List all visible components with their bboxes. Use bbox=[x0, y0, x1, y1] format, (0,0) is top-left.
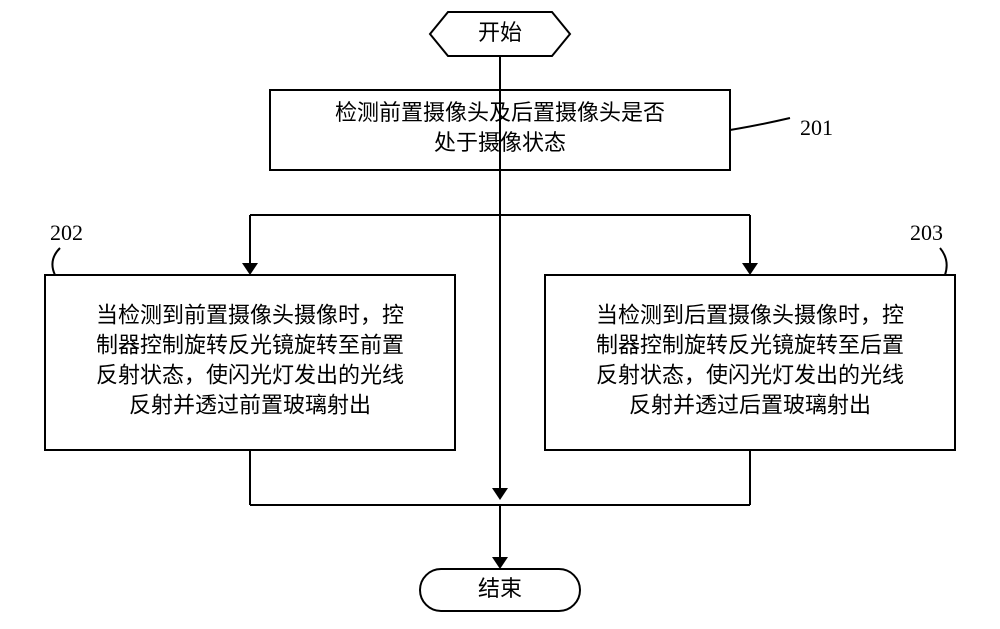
branch-front-ref: 202 bbox=[50, 220, 83, 245]
svg-text:制器控制旋转反光镜旋转至后置: 制器控制旋转反光镜旋转至后置 bbox=[596, 333, 904, 358]
svg-text:反射并透过后置玻璃射出: 反射并透过后置玻璃射出 bbox=[629, 393, 871, 418]
svg-text:开始: 开始 bbox=[478, 20, 522, 45]
branch-rear-ref: 203 bbox=[910, 220, 943, 245]
step-detect-ref: 201 bbox=[800, 115, 833, 140]
svg-text:反射状态，使闪光灯发出的光线: 反射状态，使闪光灯发出的光线 bbox=[596, 363, 904, 388]
svg-text:当检测到后置摄像头摄像时，控: 当检测到后置摄像头摄像时，控 bbox=[596, 303, 904, 328]
svg-text:反射并透过前置玻璃射出: 反射并透过前置玻璃射出 bbox=[129, 393, 371, 418]
svg-text:反射状态，使闪光灯发出的光线: 反射状态，使闪光灯发出的光线 bbox=[96, 363, 404, 388]
svg-text:当检测到前置摄像头摄像时，控: 当检测到前置摄像头摄像时，控 bbox=[96, 303, 404, 328]
svg-text:制器控制旋转反光镜旋转至前置: 制器控制旋转反光镜旋转至前置 bbox=[96, 333, 404, 358]
svg-text:结束: 结束 bbox=[478, 576, 522, 601]
